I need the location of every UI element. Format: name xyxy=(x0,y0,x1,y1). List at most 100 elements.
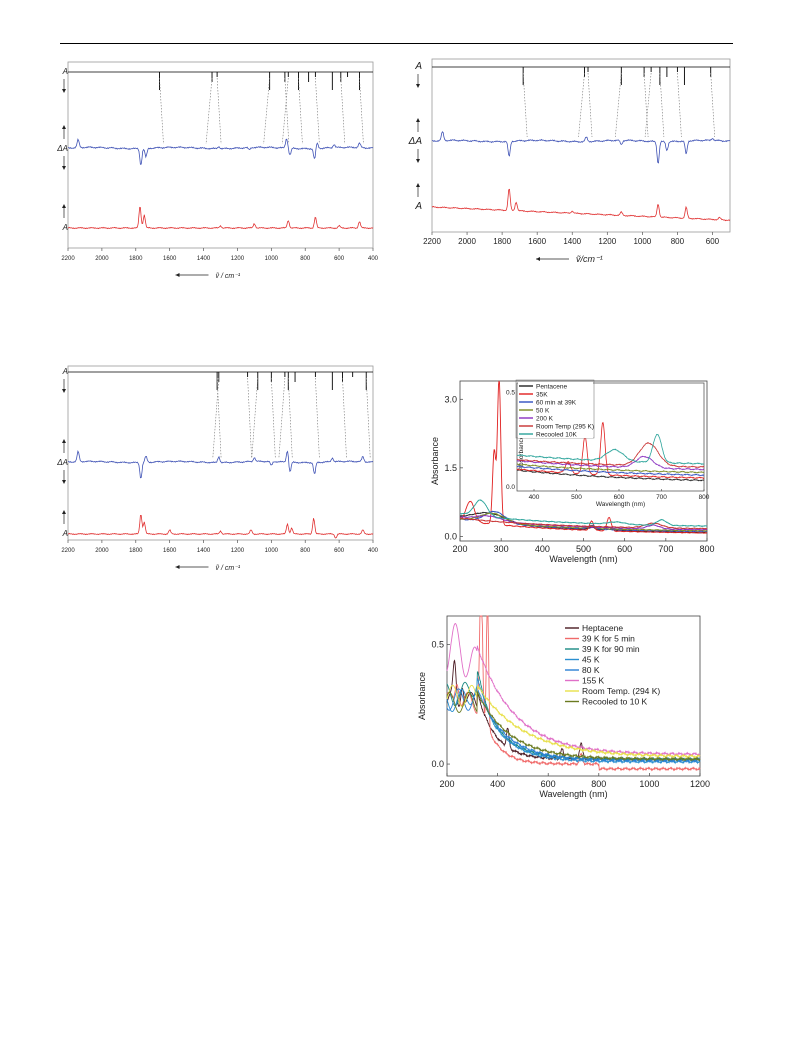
y-tick-label: 0.0 xyxy=(444,531,457,541)
correlation-dotted-line xyxy=(271,377,276,459)
inset-x-axis-label: Wavelength (nm) xyxy=(596,501,645,508)
x-tick-label: 1800 xyxy=(129,548,143,554)
series-line xyxy=(446,623,701,757)
correlation-dotted-line xyxy=(578,72,585,138)
trace-arrow-head xyxy=(62,89,66,93)
plot-frame xyxy=(67,61,374,249)
trace-arrow-head xyxy=(62,125,66,129)
trace-arrow-head xyxy=(416,159,420,163)
uvvis-heptacene-figure: 200 400 600 800 1000 1200 0.0 0.5 Wavelength (nm… xyxy=(417,615,710,799)
correlation-dotted-line xyxy=(298,77,303,145)
y-axis-label: Absorbance xyxy=(430,437,440,485)
series-line xyxy=(459,517,707,530)
trace-label: A xyxy=(62,223,68,232)
series-line xyxy=(446,684,701,759)
x-tick-label: 700 xyxy=(658,544,673,554)
legend-backdrop xyxy=(518,406,593,414)
correlation-dotted-line xyxy=(340,77,346,145)
legend-entry: Recooled to 10 K xyxy=(582,697,648,707)
inset-series-line xyxy=(516,465,705,477)
legend-backdrop xyxy=(518,382,593,390)
x-tick-label: 300 xyxy=(494,544,509,554)
correlation-dotted-line xyxy=(522,72,528,138)
inset-x-tick-label: 400 xyxy=(529,494,540,501)
legend-backdrop xyxy=(518,422,593,430)
legend-backdrop xyxy=(518,398,593,406)
x-axis-label: Wavelength (nm) xyxy=(539,789,607,799)
correlation-dotted-line xyxy=(359,77,364,145)
correlation-dotted-line xyxy=(287,377,293,459)
correlation-dotted-line xyxy=(587,72,593,138)
trace-arrow-head xyxy=(416,84,420,88)
x-tick-label: 800 xyxy=(699,544,714,554)
correlation-dotted-line xyxy=(315,77,320,145)
y-tick-label: 0.0 xyxy=(431,759,444,769)
y-axis-label: Absorbance xyxy=(417,672,427,720)
x-tick-label: 600 xyxy=(334,548,345,554)
trace-arrow-head xyxy=(62,439,66,443)
plot-frame xyxy=(431,58,731,233)
correlation-dotted-line xyxy=(659,72,665,138)
x-axis-arrow-head xyxy=(536,257,540,261)
correlation-dotted-line xyxy=(205,77,213,145)
page-header-rule xyxy=(60,43,733,44)
x-tick-label: 1000 xyxy=(633,237,651,246)
series-line xyxy=(460,499,708,527)
difference-spectrum-line xyxy=(432,131,731,164)
trace-label: A xyxy=(414,201,422,212)
x-tick-label: 800 xyxy=(591,779,606,789)
x-tick-label: 200 xyxy=(452,544,467,554)
product-spectrum-line xyxy=(431,188,731,222)
inset-series-line xyxy=(516,421,705,480)
x-tick-label: 2000 xyxy=(95,548,109,554)
legend-entry: 39 K for 90 min xyxy=(582,644,640,654)
legend-entry: 39 K for 5 min xyxy=(582,634,635,644)
trace-label: ΔA xyxy=(408,136,423,147)
ir-spectrum-figure-3: 2200 2000 1800 1600 1400 1200 1000 800 600 400 ṽ /… xyxy=(56,365,379,572)
x-tick-label: 1200 xyxy=(690,779,710,789)
correlation-dotted-line xyxy=(315,377,320,459)
legend-entry: 200 K xyxy=(536,416,554,423)
series-line xyxy=(459,380,708,534)
trace-arrow-head xyxy=(62,480,66,484)
correlation-dotted-line xyxy=(212,377,220,459)
inset-y-axis-label: Absorbance xyxy=(518,435,525,470)
legend-entry: 80 K xyxy=(582,665,600,675)
x-axis-label: ṽ / cm⁻¹ xyxy=(216,565,241,572)
y-tick-label: 1.5 xyxy=(444,463,457,473)
x-tick-label: 1800 xyxy=(493,237,511,246)
x-tick-label: 1000 xyxy=(265,256,279,262)
x-axis-label: Wavelength (nm) xyxy=(549,554,617,564)
x-tick-label: 1200 xyxy=(231,256,245,262)
x-tick-label: 200 xyxy=(439,779,454,789)
x-tick-label: 2000 xyxy=(458,237,476,246)
x-tick-label: 1800 xyxy=(129,256,143,262)
legend-entry: Room Temp (295 K) xyxy=(536,424,594,431)
x-tick-label: 2200 xyxy=(61,548,75,554)
inset-x-tick-label: 700 xyxy=(656,494,667,501)
x-tick-label: 1600 xyxy=(163,256,177,262)
trace-label: ΔA xyxy=(56,144,68,153)
correlation-dotted-line xyxy=(281,77,289,145)
correlation-dotted-line xyxy=(284,77,290,145)
series-line xyxy=(446,691,701,762)
x-tick-label: 600 xyxy=(334,256,345,262)
inset-series-line xyxy=(516,442,705,469)
trace-arrow-head xyxy=(62,510,66,514)
correlation-dotted-line xyxy=(159,77,164,145)
inset-x-tick-label: 800 xyxy=(699,494,710,501)
x-tick-label: 1600 xyxy=(528,237,546,246)
correlation-dotted-line xyxy=(677,72,682,138)
legend-backdrop xyxy=(518,430,593,438)
trace-label: A xyxy=(62,67,68,76)
legend-backdrop xyxy=(518,390,593,398)
trace-arrow-head xyxy=(62,166,66,170)
series-line xyxy=(460,512,708,532)
x-tick-label: 1000 xyxy=(639,779,659,789)
trace-arrow-head xyxy=(62,389,66,393)
x-tick-label: 500 xyxy=(576,544,591,554)
x-tick-label: 800 xyxy=(671,237,685,246)
trace-label: A xyxy=(414,61,422,72)
correlation-dotted-line xyxy=(216,77,222,145)
legend-entry: Pentacene xyxy=(536,384,567,391)
